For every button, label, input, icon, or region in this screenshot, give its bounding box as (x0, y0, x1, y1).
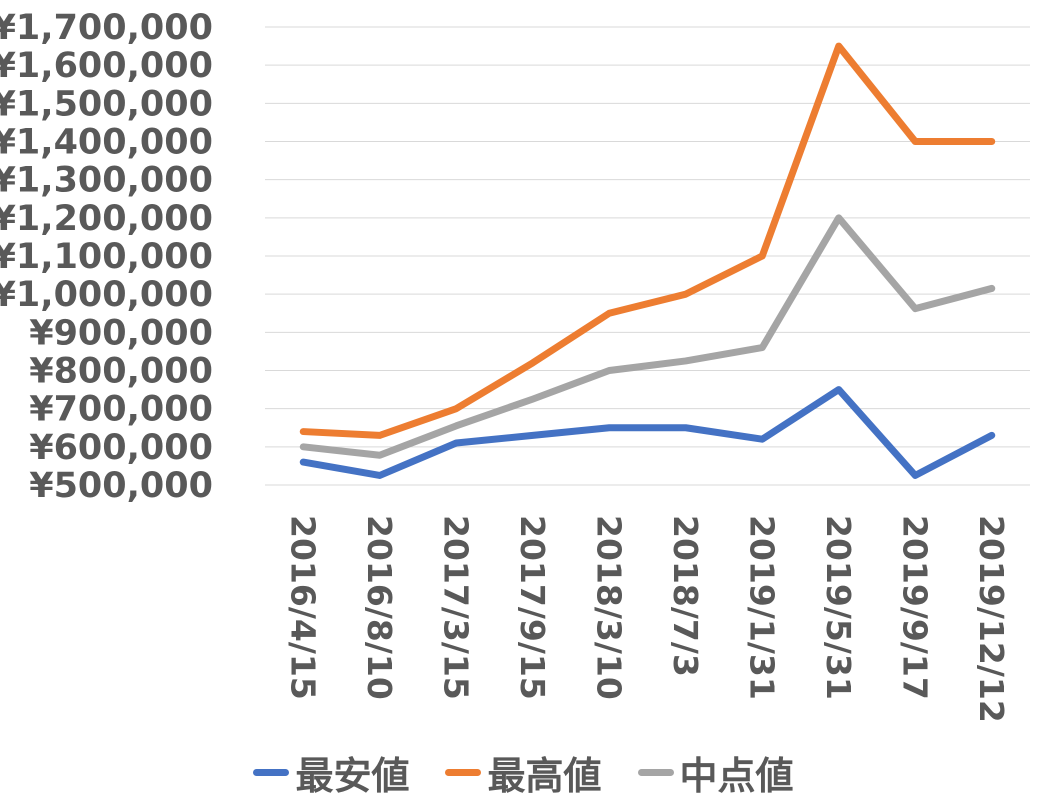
x-tick-label: 2019/5/31 (819, 515, 858, 700)
series-line-1 (299, 42, 996, 439)
x-tick-label: 2017/3/15 (436, 515, 475, 700)
y-tick-label: ¥1,700,000 (0, 8, 213, 48)
legend-swatch-max (445, 768, 482, 776)
x-tick-label: 2017/9/15 (513, 515, 552, 700)
legend-item-max: 最高値 (445, 745, 602, 800)
legend-swatch-mid (637, 768, 674, 776)
series-lines (299, 42, 996, 479)
series-line-2 (299, 214, 996, 459)
y-tick-label: ¥900,000 (29, 313, 213, 353)
y-axis-ticks: ¥500,000¥600,000¥700,000¥800,000¥900,000… (0, 8, 213, 506)
y-tick-label: ¥1,300,000 (0, 161, 213, 201)
y-tick-label: ¥1,600,000 (0, 46, 213, 86)
x-tick-label: 2016/4/15 (283, 515, 322, 700)
y-tick-label: ¥700,000 (29, 390, 213, 430)
x-tick-label: 2019/9/17 (895, 515, 934, 700)
legend-item-mid: 中点値 (637, 745, 794, 800)
x-tick-label: 2019/1/31 (742, 515, 781, 700)
y-tick-label: ¥500,000 (29, 466, 213, 506)
legend-swatch-min (253, 768, 290, 776)
legend-label-min: 最安値 (295, 753, 410, 798)
x-axis-ticks: 2016/4/15 2016/8/10 2017/3/15 2017/9/15 2018… (283, 515, 1011, 723)
x-tick-label: 2018/7/3 (666, 515, 705, 677)
line-chart: ¥500,000¥600,000¥700,000¥800,000¥900,000… (0, 8, 1030, 723)
series-line-0 (299, 386, 996, 479)
x-tick-label: 2018/3/10 (589, 515, 628, 700)
x-tick-label: 2019/12/12 (972, 515, 1011, 723)
y-tick-label: ¥1,400,000 (0, 123, 213, 163)
legend-item-min: 最安値 (253, 745, 409, 800)
y-tick-label: ¥1,500,000 (0, 84, 213, 124)
legend-label-mid: 中点値 (679, 753, 794, 798)
legend-label-max: 最高値 (487, 753, 602, 798)
gridlines (265, 26, 1030, 486)
x-tick-label: 2016/8/10 (360, 515, 399, 700)
y-tick-label: ¥1,100,000 (0, 237, 213, 277)
y-tick-label: ¥600,000 (29, 428, 213, 468)
y-tick-label: ¥1,000,000 (0, 275, 213, 315)
y-tick-label: ¥1,200,000 (0, 199, 213, 239)
y-tick-label: ¥800,000 (29, 352, 213, 392)
legend: 最安値 最高値 中点値 (0, 742, 1047, 802)
